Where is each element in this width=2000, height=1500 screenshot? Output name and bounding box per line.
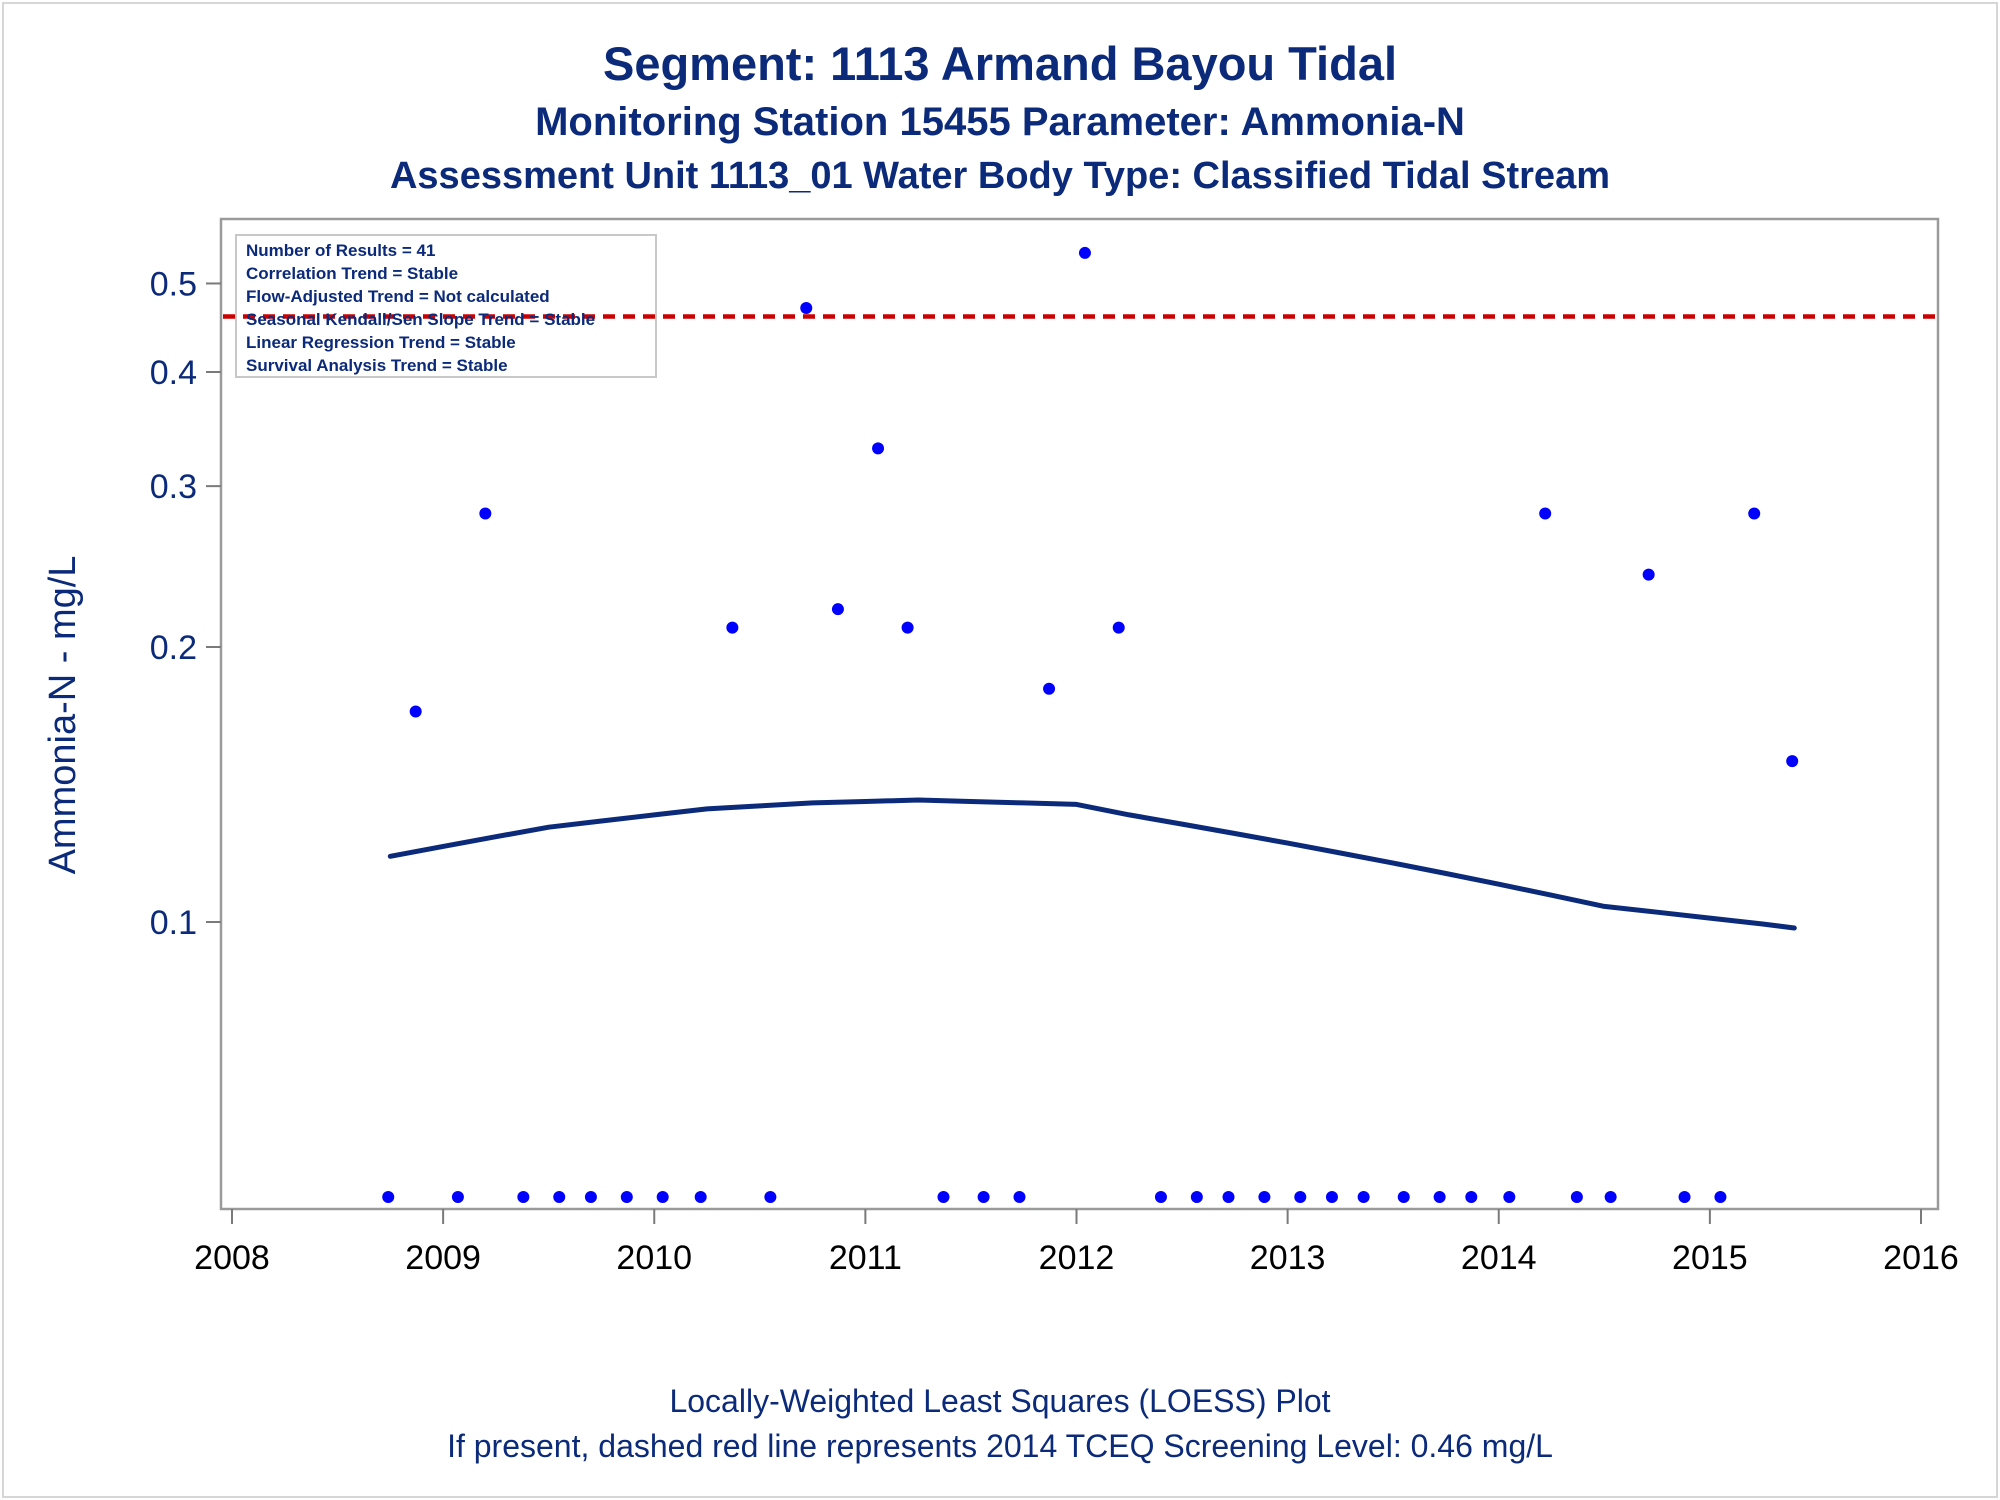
stats-box — [235, 234, 657, 378]
data-point — [1714, 1191, 1727, 1203]
data-point — [584, 1191, 597, 1203]
data-point — [1397, 1191, 1410, 1203]
chart-subtitle-assessment: Assessment Unit 1113_01 Water Body Type:… — [389, 155, 1610, 197]
x-tick-label: 2008 — [194, 1239, 270, 1277]
stats-line: Correlation Trend = Stable — [246, 264, 458, 283]
y-tick-label: 0.4 — [150, 354, 197, 392]
data-point — [872, 442, 885, 455]
data-point — [1539, 507, 1552, 520]
data-point — [1604, 1191, 1617, 1203]
data-point — [1043, 682, 1056, 695]
data-point — [1258, 1191, 1271, 1203]
data-point — [1570, 1191, 1583, 1203]
stats-line: Flow-Adjusted Trend = Not calculated — [246, 287, 550, 306]
data-point — [1642, 568, 1655, 581]
data-point — [764, 1191, 777, 1203]
footnote-screening-level: If present, dashed red line represents 2… — [447, 1428, 1553, 1464]
data-point — [1190, 1191, 1203, 1203]
x-tick-label: 2014 — [1461, 1239, 1537, 1277]
data-point — [1357, 1191, 1370, 1203]
data-point — [517, 1191, 530, 1203]
y-tick-label: 0.1 — [150, 904, 197, 942]
loess-curve — [387, 797, 1797, 931]
stats-line: Linear Regression Trend = Stable — [246, 333, 516, 352]
plot-area — [219, 217, 1940, 1211]
data-point — [1078, 246, 1091, 259]
data-point — [694, 1191, 707, 1203]
data-point — [553, 1191, 566, 1203]
data-point — [1786, 755, 1799, 768]
data-point — [1222, 1191, 1235, 1203]
x-tick-label: 2015 — [1672, 1239, 1748, 1277]
chart-subtitle-station: Monitoring Station 15455 Parameter: Ammo… — [535, 100, 1465, 144]
data-point — [1678, 1191, 1691, 1203]
data-point — [726, 621, 739, 634]
data-point — [800, 302, 813, 315]
data-point — [1503, 1191, 1516, 1203]
x-tick-label: 2012 — [1039, 1239, 1115, 1277]
data-point — [409, 705, 422, 718]
x-tick-label: 2013 — [1250, 1239, 1326, 1277]
chart-title: Segment: 1113 Armand Bayou Tidal — [602, 37, 1398, 90]
data-point — [620, 1191, 633, 1203]
stats-line: Number of Results = 41 — [246, 241, 435, 260]
x-tick-label: 2009 — [405, 1239, 481, 1277]
y-tick-label: 0.3 — [150, 468, 197, 506]
data-point — [1154, 1191, 1167, 1203]
data-point — [901, 621, 914, 634]
data-point — [1433, 1191, 1446, 1203]
data-point — [1465, 1191, 1478, 1203]
data-point — [656, 1191, 669, 1203]
stats-line: Survival Analysis Trend = Stable — [246, 356, 508, 375]
data-point — [1748, 507, 1761, 520]
footnote-loess: Locally-Weighted Least Squares (LOESS) P… — [669, 1383, 1331, 1419]
data-point — [937, 1191, 950, 1203]
data-point — [479, 507, 492, 520]
x-tick-label: 2010 — [616, 1239, 692, 1277]
data-point — [451, 1191, 464, 1203]
data-point — [831, 603, 844, 616]
data-point — [1013, 1191, 1026, 1203]
data-point — [1294, 1191, 1307, 1203]
data-point — [1325, 1191, 1338, 1203]
data-point — [382, 1191, 395, 1203]
data-point — [1112, 621, 1125, 634]
y-tick-label: 0.2 — [150, 629, 197, 667]
x-tick-label: 2016 — [1883, 1239, 1959, 1277]
data-point — [977, 1191, 990, 1203]
stats-line: Seasonal Kendall/Sen Slope Trend = Stabl… — [246, 310, 595, 329]
y-tick-label: 0.5 — [150, 265, 197, 303]
y-axis-label: Ammonia-N - mg/L — [42, 556, 84, 875]
x-tick-label: 2011 — [829, 1239, 902, 1277]
